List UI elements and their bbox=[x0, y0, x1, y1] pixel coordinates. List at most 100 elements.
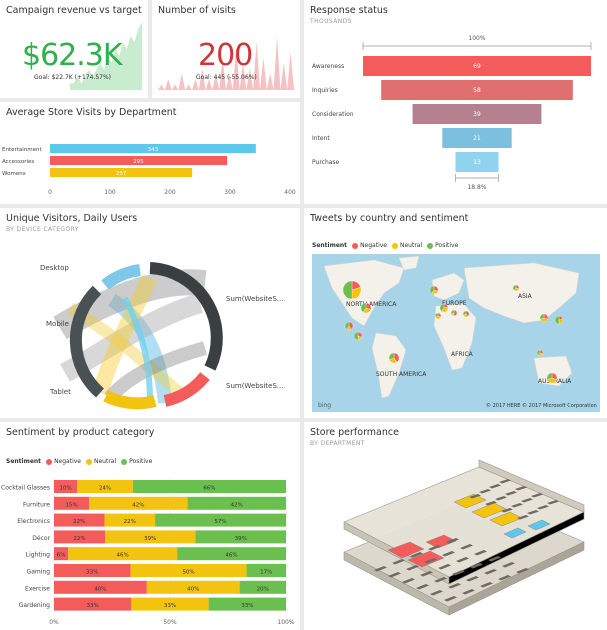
map-bubble[interactable] bbox=[450, 309, 458, 317]
map-bubble[interactable] bbox=[539, 313, 549, 323]
map-bubble[interactable] bbox=[388, 352, 400, 364]
funnel-bar[interactable] bbox=[381, 80, 573, 100]
bubble-slice bbox=[439, 303, 445, 312]
map-bubble[interactable] bbox=[439, 303, 449, 313]
tile-tweets-map[interactable]: Tweets by country and sentiment Sentimen… bbox=[304, 208, 607, 418]
funnel-value-label: 58 bbox=[473, 87, 481, 94]
shelf bbox=[469, 494, 481, 499]
segment-value-label: 42% bbox=[231, 502, 243, 508]
map-bubbles[interactable] bbox=[342, 280, 564, 384]
legend-positive[interactable]: Positive bbox=[427, 242, 458, 249]
segment-value-label: 17% bbox=[260, 570, 272, 576]
bubble-slice bbox=[512, 284, 517, 291]
sparkline-spike bbox=[232, 46, 240, 90]
bar[interactable] bbox=[50, 144, 256, 153]
map-bubble[interactable] bbox=[342, 280, 362, 300]
legend-neutral[interactable]: Neutral bbox=[86, 458, 116, 465]
department-zones bbox=[387, 493, 551, 568]
stacked-bar-segment[interactable] bbox=[208, 597, 286, 611]
stacked-bar-segment[interactable] bbox=[187, 496, 286, 510]
zone-red-2 bbox=[407, 550, 445, 568]
map-bubble[interactable] bbox=[462, 310, 470, 318]
funnel-category-label: Awareness bbox=[312, 63, 344, 70]
segment-value-label: 40% bbox=[187, 586, 199, 592]
region-label: AFRICA bbox=[451, 351, 474, 358]
stacked-bar-segment[interactable] bbox=[77, 480, 133, 493]
shelf bbox=[537, 505, 549, 510]
segment-value-label: 22% bbox=[124, 519, 136, 525]
stacked-bar-segment[interactable] bbox=[54, 496, 90, 510]
shelf bbox=[456, 557, 469, 563]
stacked-bar-segment[interactable] bbox=[132, 480, 286, 493]
stacked-bar-segment[interactable] bbox=[54, 597, 132, 611]
tile-average-store-visits[interactable]: Average Store Visits by Department 0 100 2… bbox=[0, 102, 300, 204]
stacked-bar-segment[interactable] bbox=[89, 496, 188, 510]
map-bubble[interactable] bbox=[546, 372, 558, 384]
floor-plan-layers bbox=[343, 459, 585, 616]
stacked-bar-segment[interactable] bbox=[54, 480, 78, 493]
tile-sentiment-by-category[interactable]: Sentiment by product category Sentiment … bbox=[0, 422, 300, 630]
region-label: EUROPE bbox=[442, 300, 467, 307]
legend-neutral[interactable]: Neutral bbox=[392, 242, 422, 249]
region-label: ASIA bbox=[518, 293, 533, 300]
bar[interactable] bbox=[50, 156, 227, 165]
map-bubble[interactable] bbox=[512, 284, 520, 292]
stacked-bar-segment[interactable] bbox=[146, 580, 240, 594]
stacked-bar-segment[interactable] bbox=[68, 547, 178, 561]
stacked-bar-segment[interactable] bbox=[54, 547, 69, 561]
shelf bbox=[488, 556, 501, 562]
store-floor-plan[interactable] bbox=[304, 422, 607, 630]
funnel-bar[interactable] bbox=[412, 104, 542, 124]
stacked-bar-segment[interactable] bbox=[105, 530, 196, 544]
tile-store-performance[interactable]: Store performance BY DEPARTMENT bbox=[304, 422, 607, 630]
stacked-bar-segment[interactable] bbox=[246, 564, 286, 577]
stacked-bar-segment[interactable] bbox=[177, 547, 286, 561]
funnel-bar[interactable] bbox=[455, 152, 499, 172]
map-bubble[interactable] bbox=[554, 315, 564, 325]
shelf bbox=[484, 569, 497, 575]
tile-number-of-visits[interactable]: Number of visits 200 Goal: 445 (-55.06%) bbox=[152, 0, 300, 98]
map-bubble[interactable] bbox=[536, 349, 544, 357]
shelf bbox=[388, 572, 401, 578]
tile-response-status[interactable]: Response status THOUSANDS 100% 69 Awarenes… bbox=[304, 0, 607, 204]
world-map[interactable]: NORTH AMERICA EUROPE ASIA AFRICA SOUTH A… bbox=[304, 208, 607, 418]
tile-subtitle: BY DEPARTMENT bbox=[310, 440, 365, 447]
bar[interactable] bbox=[50, 168, 193, 177]
stacked-bar-segment[interactable] bbox=[131, 597, 209, 611]
stacked-bar-segment[interactable] bbox=[155, 513, 286, 527]
map-bubble[interactable] bbox=[353, 331, 363, 341]
arc-website-2 bbox=[163, 372, 210, 407]
map-bubble[interactable] bbox=[344, 321, 354, 331]
bubble-slice bbox=[462, 310, 467, 316]
chord-ribbon bbox=[122, 296, 153, 404]
funnel-bar[interactable] bbox=[442, 128, 512, 148]
stacked-bar-segment[interactable] bbox=[54, 513, 105, 527]
stacked-bar-segment[interactable] bbox=[104, 513, 156, 527]
floor-middle-edge-right bbox=[448, 511, 585, 585]
stacked-bar-segment[interactable] bbox=[54, 530, 106, 544]
shelf bbox=[516, 568, 529, 574]
shelf bbox=[446, 538, 459, 544]
zone-red-3 bbox=[425, 534, 457, 549]
continent-greenland bbox=[398, 255, 420, 271]
stacked-bar-segment[interactable] bbox=[195, 530, 286, 544]
bar-value-label: 295 bbox=[133, 159, 144, 165]
map-bubble[interactable] bbox=[429, 285, 439, 295]
legend-negative[interactable]: Negative bbox=[352, 242, 387, 249]
stacked-bar-segment[interactable] bbox=[239, 580, 286, 594]
chord-ribbon bbox=[66, 302, 184, 398]
tile-title: Campaign revenue vs target bbox=[6, 5, 142, 16]
floor-bottom-edge-right bbox=[448, 541, 585, 616]
stacked-bar-segment[interactable] bbox=[54, 580, 147, 594]
tile-unique-visitors[interactable]: Unique Visitors, Daily Users BY DEVICE C… bbox=[0, 208, 300, 418]
funnel-bar[interactable] bbox=[363, 56, 591, 76]
map-bubble[interactable] bbox=[360, 302, 372, 314]
legend-negative[interactable]: Negative bbox=[46, 458, 81, 465]
map-bubble[interactable] bbox=[434, 312, 442, 320]
tile-campaign-revenue[interactable]: Campaign revenue vs target $62.3K Goal: … bbox=[0, 0, 148, 98]
kpi-value: $62.3K bbox=[22, 38, 123, 73]
legend-positive[interactable]: Positive bbox=[121, 458, 152, 465]
sparkline-spike bbox=[273, 36, 281, 90]
stacked-bar-segment[interactable] bbox=[54, 564, 131, 577]
stacked-bar-segment[interactable] bbox=[130, 564, 247, 577]
